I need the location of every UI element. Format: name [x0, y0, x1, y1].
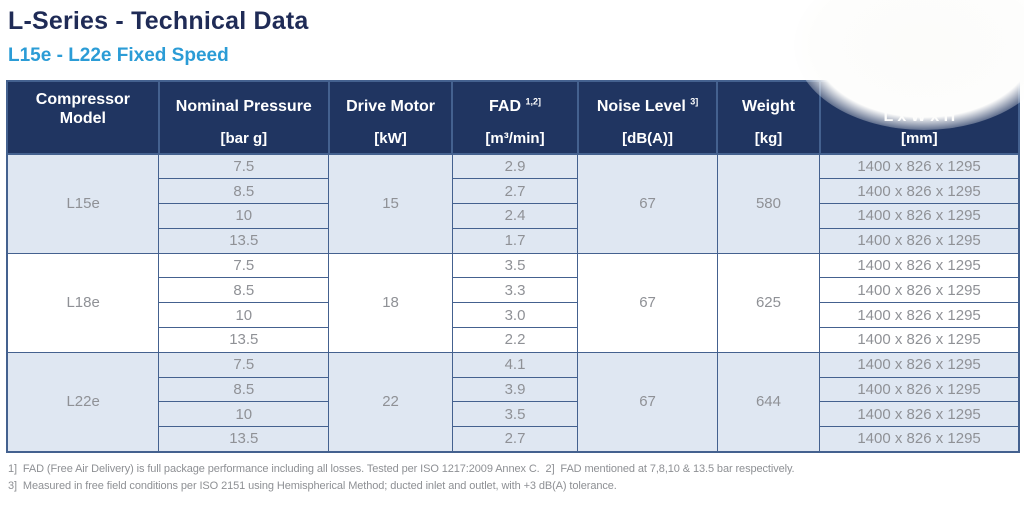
table-row: L18e 7.5 18 3.5 67 625 1400 x 826 x 1295	[6, 252, 1020, 353]
fad-cell: 2.4	[451, 203, 579, 229]
header-unit: [kW]	[374, 130, 407, 147]
dimensions-cell: 1400 x 826 x 1295	[819, 227, 1020, 254]
fad-cell: 3.3	[451, 277, 579, 304]
dimensions-cell: 1400 x 826 x 1295	[819, 351, 1020, 378]
table-row: 8.5 3.9 1400 x 826 x 1295	[7, 376, 1020, 403]
footnote-1-2: 1] FAD (Free Air Delivery) is full packa…	[8, 462, 795, 475]
pressure-cell: 8.5	[158, 178, 330, 205]
header-row: Compressor Model Nominal Pressure [bar g…	[7, 81, 1019, 155]
fad-cell: 4.1	[451, 351, 579, 378]
weight-cell: 625	[716, 252, 821, 353]
dimensions-cell: 1400 x 826 x 1295	[819, 401, 1020, 428]
page-subtitle: L15e - L22e Fixed Speed	[8, 45, 229, 66]
model-group-l22e: L22e 7.5 22 4.1 67 644 1400 x 826 x 1295…	[6, 351, 1020, 453]
header-label: Noise Level	[596, 98, 686, 115]
header-footnote-ref: 3]	[690, 96, 699, 107]
fad-cell: 1.7	[451, 227, 579, 254]
pressure-cell: 7.5	[158, 252, 330, 279]
drive-motor-cell: 15	[328, 153, 453, 254]
fad-cell: 3.5	[451, 401, 579, 428]
table-row: 10 3.5 1400 x 826 x 1295	[7, 401, 1020, 428]
pressure-cell: 8.5	[158, 376, 330, 403]
weight-cell: 580	[716, 153, 821, 254]
dimensions-cell: 1400 x 826 x 1295	[819, 327, 1020, 353]
col-header-weight: Weight [kg]	[716, 81, 820, 155]
fad-cell: 2.9	[451, 153, 579, 180]
footnotes: 1] FAD (Free Air Delivery) is full packa…	[8, 461, 1020, 495]
table-row: 13.5 2.7 1400 x 826 x 1295	[7, 426, 1020, 453]
col-header-fad: FAD 1,2] [m³/min]	[451, 81, 578, 155]
pressure-cell: 8.5	[158, 277, 330, 304]
noise-level-cell: 67	[577, 252, 718, 353]
dimensions-cell: 1400 x 826 x 1295	[819, 426, 1020, 453]
header-unit: [bar g]	[220, 130, 268, 147]
pressure-cell: 13.5	[158, 426, 330, 453]
weight-cell: 644	[716, 351, 821, 453]
pressure-cell: 10	[158, 203, 330, 229]
dimensions-cell: 1400 x 826 x 1295	[819, 277, 1020, 304]
model-group-l15e: L15e 7.5 15 2.9 67 580 1400 x 826 x 1295…	[6, 153, 1020, 254]
drive-motor-cell: 18	[328, 252, 453, 353]
header-unit: [mm]	[900, 130, 938, 147]
table-header: Compressor Model Nominal Pressure [bar g…	[7, 81, 1019, 155]
fad-cell: 2.7	[451, 178, 579, 205]
pressure-cell: 10	[158, 302, 330, 329]
col-header-compressor-model: Compressor Model	[7, 81, 159, 155]
model-cell: L18e	[6, 252, 160, 353]
col-header-nominal-pressure: Nominal Pressure [bar g]	[157, 81, 329, 155]
header-label: Compressor	[35, 90, 131, 108]
fad-cell: 3.0	[451, 302, 579, 329]
model-cell: L15e	[6, 153, 160, 254]
dimensions-cell: 1400 x 826 x 1295	[819, 203, 1020, 229]
page-title: L-Series - Technical Data	[8, 7, 309, 35]
technical-data-table: Compressor Model Nominal Pressure [bar g…	[6, 80, 1020, 453]
header-label: Dimensions	[873, 88, 965, 106]
noise-level-cell: 67	[577, 351, 718, 453]
table-row: 10 2.4 1400 x 826 x 1295	[7, 203, 1020, 229]
header-unit: [dB(A)]	[622, 130, 673, 147]
header-label: Drive Motor	[346, 98, 435, 115]
header-unit: [m³/min]	[485, 130, 545, 147]
pressure-cell: 13.5	[158, 327, 330, 353]
fad-cell: 2.2	[451, 327, 579, 353]
table-row: L15e 7.5 15 2.9 67 580 1400 x 826 x 1295	[6, 153, 1020, 254]
footnote-3: 3] Measured in free field conditions per…	[8, 479, 617, 492]
fad-cell: 3.5	[451, 252, 579, 279]
header-footnote-ref: 1,2]	[525, 96, 541, 107]
table-row: 10 3.0 1400 x 826 x 1295	[7, 302, 1020, 329]
drive-motor-cell: 22	[328, 351, 453, 453]
model-cell: L22e	[6, 351, 160, 453]
dimensions-cell: 1400 x 826 x 1295	[819, 178, 1020, 205]
col-header-drive-motor: Drive Motor [kW]	[327, 81, 453, 155]
table-row: 13.5 1.7 1400 x 826 x 1295	[7, 227, 1020, 254]
model-group-l18e: L18e 7.5 18 3.5 67 625 1400 x 826 x 1295…	[6, 252, 1020, 353]
col-header-dimensions: Dimensions L x W x H [mm]	[818, 81, 1019, 155]
pressure-cell: 13.5	[158, 227, 330, 254]
header-label: Model	[59, 109, 106, 127]
header-label: Weight	[741, 98, 795, 115]
noise-level-cell: 67	[577, 153, 718, 254]
table-row: 8.5 3.3 1400 x 826 x 1295	[7, 277, 1020, 304]
table-row: 8.5 2.7 1400 x 826 x 1295	[7, 178, 1020, 205]
dimensions-cell: 1400 x 826 x 1295	[819, 252, 1020, 279]
fad-cell: 3.9	[451, 376, 579, 403]
header-label: Nominal Pressure	[175, 98, 312, 115]
col-header-noise-level: Noise Level 3] [dB(A)]	[576, 81, 718, 155]
pressure-cell: 7.5	[158, 351, 330, 378]
header-label: FAD	[489, 98, 522, 115]
dimensions-cell: 1400 x 826 x 1295	[819, 302, 1020, 329]
table-row: L22e 7.5 22 4.1 67 644 1400 x 826 x 1295	[6, 351, 1020, 453]
fad-cell: 2.7	[451, 426, 579, 453]
header-label: L x W x H	[883, 107, 956, 125]
table-row: 13.5 2.2 1400 x 826 x 1295	[7, 327, 1020, 353]
dimensions-cell: 1400 x 826 x 1295	[819, 376, 1020, 403]
header-unit: [kg]	[754, 130, 783, 147]
dimensions-cell: 1400 x 826 x 1295	[819, 153, 1020, 180]
pressure-cell: 10	[158, 401, 330, 428]
pressure-cell: 7.5	[158, 153, 330, 180]
